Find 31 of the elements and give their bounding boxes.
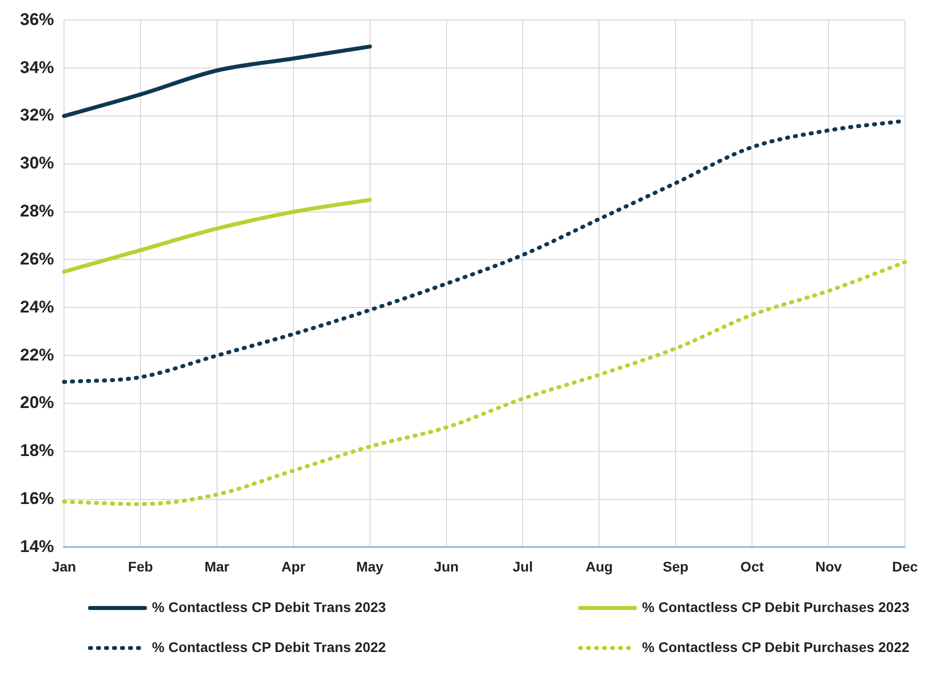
x-tick-label: Nov (815, 558, 842, 574)
x-tick-label: Dec (892, 558, 918, 574)
y-tick-label: 14% (20, 536, 54, 556)
y-tick-label: 34% (20, 58, 54, 77)
x-tick-label: Jun (434, 558, 459, 574)
x-tick-label: Mar (204, 558, 230, 574)
legend-label: % Contactless CP Debit Purchases 2022 (642, 638, 910, 655)
y-tick-label: 30% (20, 154, 54, 173)
line-series (62, 198, 372, 274)
x-tick-label: Jan (52, 558, 76, 574)
y-tick-label: 20% (20, 393, 54, 412)
legend-label: % Contactless CP Debit Trans 2023 (152, 598, 386, 615)
y-tick-label: 16% (20, 488, 54, 508)
y-tick-label: 36% (20, 10, 54, 29)
x-tick-label: Oct (740, 558, 764, 574)
legend-label: % Contactless CP Debit Trans 2022 (152, 638, 386, 655)
line-series (62, 260, 907, 506)
y-tick-label: 22% (20, 345, 54, 364)
y-tick-label: 28% (20, 202, 54, 221)
x-tick-label: Sep (662, 558, 688, 574)
x-tick-label: Apr (281, 558, 306, 574)
x-tick-label: Jul (512, 558, 533, 574)
x-tick-label: Feb (128, 558, 153, 574)
x-tick-label: Aug (586, 558, 613, 574)
y-tick-label: 18% (20, 441, 54, 460)
y-tick-label: 24% (20, 297, 54, 316)
x-tick-label: May (356, 558, 384, 574)
y-tick-label: 26% (20, 249, 54, 268)
y-tick-label: 32% (20, 106, 54, 125)
line-series (62, 44, 372, 118)
legend-label: % Contactless CP Debit Purchases 2023 (642, 598, 910, 615)
